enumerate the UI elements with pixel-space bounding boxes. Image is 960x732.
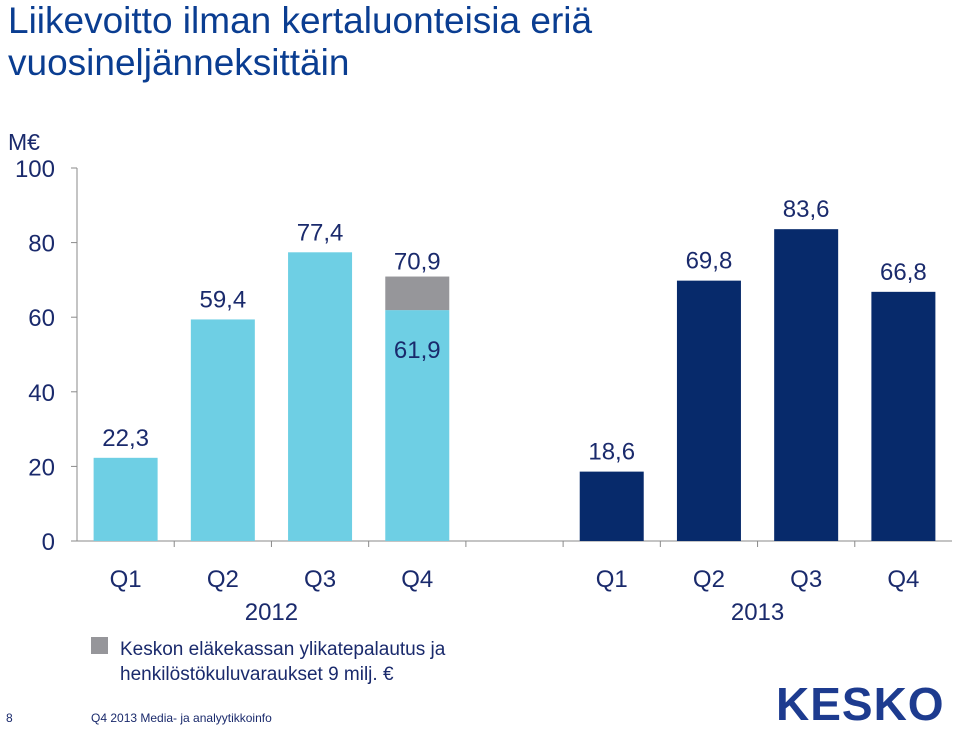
bar-2013-Q4: [871, 291, 936, 541]
legend-swatch: [91, 637, 108, 654]
bar-total-label: 70,9: [394, 249, 441, 276]
legend-label-line-1: Keskon eläkekassan ylikatepalautus ja: [120, 639, 446, 660]
bar-special-items-segment: [385, 276, 450, 311]
bar-2012-Q2: [190, 319, 255, 541]
kesko-logo: KESKO: [776, 678, 945, 730]
chart-title-line-2: vuosineljänneksittäin: [8, 42, 350, 83]
x-axis-tick-label: Q3: [304, 566, 336, 593]
bar-2013-Q3: [774, 229, 839, 541]
bar-value-label: 77,4: [297, 219, 344, 246]
bar-value-label: 59,4: [199, 286, 246, 313]
bar-value-label: 66,8: [880, 259, 927, 286]
y-axis-unit-label: M€: [8, 129, 40, 155]
x-axis-tick-label: Q1: [596, 566, 628, 593]
x-axis-tick-label: Q4: [401, 566, 433, 593]
bar-2012-Q1: [93, 457, 158, 541]
y-axis-tick-label: 60: [28, 305, 55, 332]
x-axis-tick-label: Q2: [207, 566, 239, 593]
bar-2013-Q2: [676, 280, 741, 541]
bar-value-label: 69,8: [686, 248, 733, 275]
x-axis-tick-label: Q3: [790, 566, 822, 593]
bar-value-label: 22,3: [102, 425, 149, 452]
x-axis-year-label: 2013: [731, 599, 784, 626]
x-axis-tick-label: Q2: [693, 566, 725, 593]
bar-2013-Q1: [579, 471, 644, 541]
y-axis-tick-label: 20: [28, 454, 55, 481]
chart-title-line-1: Liikevoitto ilman kertaluonteisia eriä: [8, 0, 593, 41]
x-axis-tick-label: Q4: [887, 566, 919, 593]
footer-text: Q4 2013 Media- ja analyytikkoinfo: [91, 711, 272, 725]
x-axis-year-label: 2012: [245, 599, 298, 626]
legend-label-line-2: henkilöstökuluvaraukset 9 milj. €: [120, 664, 394, 685]
y-axis-tick-label: 0: [42, 529, 55, 556]
page-number: 8: [6, 711, 13, 725]
bar-2012-Q3: [288, 252, 353, 541]
bar-value-label: 18,6: [588, 439, 635, 466]
y-axis-tick-label: 40: [28, 380, 55, 407]
bar-value-label: 61,9: [394, 337, 441, 364]
bar-2012-Q4: [385, 310, 450, 541]
y-axis-tick-label: 80: [28, 231, 55, 258]
x-axis-tick-label: Q1: [110, 566, 142, 593]
y-axis-tick-label: 100: [15, 156, 55, 183]
bar-value-label: 83,6: [783, 196, 830, 223]
chart-title: Liikevoitto ilman kertaluonteisia eriä v…: [8, 0, 592, 84]
